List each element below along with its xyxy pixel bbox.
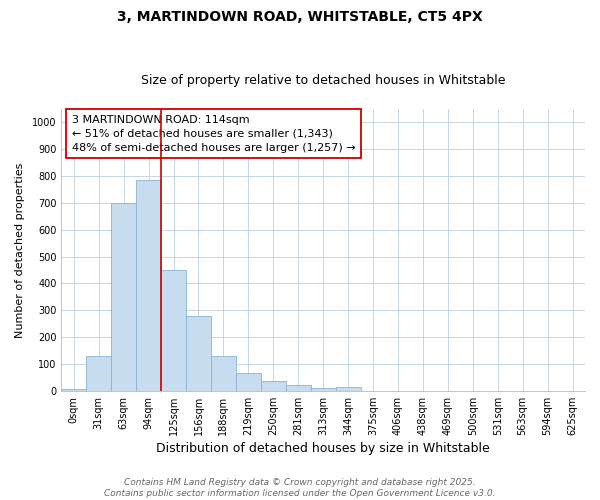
Bar — [111, 203, 136, 391]
Bar — [61, 390, 86, 391]
Bar — [211, 356, 236, 391]
Bar — [286, 385, 311, 391]
Bar — [136, 180, 161, 391]
Text: Contains HM Land Registry data © Crown copyright and database right 2025.
Contai: Contains HM Land Registry data © Crown c… — [104, 478, 496, 498]
Bar — [236, 374, 261, 391]
Bar — [335, 387, 361, 391]
Bar — [311, 388, 335, 391]
Title: Size of property relative to detached houses in Whitstable: Size of property relative to detached ho… — [141, 74, 505, 87]
Y-axis label: Number of detached properties: Number of detached properties — [15, 162, 25, 338]
Text: 3, MARTINDOWN ROAD, WHITSTABLE, CT5 4PX: 3, MARTINDOWN ROAD, WHITSTABLE, CT5 4PX — [117, 10, 483, 24]
Bar — [86, 356, 111, 391]
Bar — [186, 316, 211, 391]
X-axis label: Distribution of detached houses by size in Whitstable: Distribution of detached houses by size … — [156, 442, 490, 455]
Bar — [261, 380, 286, 391]
Bar — [161, 270, 186, 391]
Text: 3 MARTINDOWN ROAD: 114sqm
← 51% of detached houses are smaller (1,343)
48% of se: 3 MARTINDOWN ROAD: 114sqm ← 51% of detac… — [72, 114, 355, 152]
